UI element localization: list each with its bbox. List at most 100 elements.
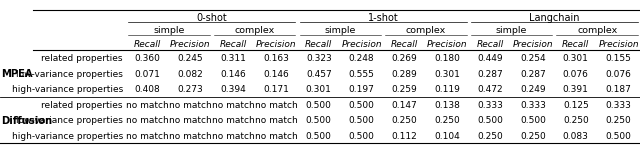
Text: simple: simple — [324, 26, 356, 35]
Text: 0.180: 0.180 — [435, 54, 460, 63]
Text: Precision: Precision — [598, 40, 639, 49]
Text: no match: no match — [212, 132, 255, 141]
Text: 0.500: 0.500 — [349, 101, 374, 110]
Text: 0.457: 0.457 — [306, 70, 332, 79]
Text: Recall: Recall — [134, 40, 161, 49]
Text: related properties: related properties — [42, 54, 123, 63]
Text: 0.146: 0.146 — [220, 70, 246, 79]
Text: 0.245: 0.245 — [177, 54, 203, 63]
Text: no match: no match — [169, 101, 212, 110]
Text: 0.500: 0.500 — [306, 132, 332, 141]
Text: 0.333: 0.333 — [520, 101, 546, 110]
Text: 0.082: 0.082 — [177, 70, 203, 79]
Text: no match: no match — [126, 132, 169, 141]
Text: 0.555: 0.555 — [349, 70, 374, 79]
Text: Recall: Recall — [477, 40, 504, 49]
Text: Recall: Recall — [220, 40, 247, 49]
Text: no match: no match — [212, 101, 255, 110]
Text: Precision: Precision — [341, 40, 382, 49]
Text: related properties: related properties — [42, 101, 123, 110]
Text: 0.249: 0.249 — [520, 85, 546, 94]
Text: 0.250: 0.250 — [520, 132, 546, 141]
Text: 0.500: 0.500 — [605, 132, 632, 141]
Text: 0.391: 0.391 — [563, 85, 589, 94]
Text: no match: no match — [126, 116, 169, 125]
Text: low-variance properties: low-variance properties — [16, 70, 123, 79]
Text: 0.104: 0.104 — [435, 132, 460, 141]
Text: 0.269: 0.269 — [392, 54, 417, 63]
Text: 0.289: 0.289 — [392, 70, 417, 79]
Text: 0.250: 0.250 — [477, 132, 503, 141]
Text: 0.250: 0.250 — [435, 116, 460, 125]
Text: Recall: Recall — [391, 40, 418, 49]
Text: 0.333: 0.333 — [477, 101, 503, 110]
Text: low-variance properties: low-variance properties — [16, 116, 123, 125]
Text: 0.408: 0.408 — [134, 85, 161, 94]
Text: 0.076: 0.076 — [605, 70, 632, 79]
Text: 0.301: 0.301 — [435, 70, 460, 79]
Text: 0.083: 0.083 — [563, 132, 589, 141]
Text: 0.250: 0.250 — [563, 116, 589, 125]
Text: 0.500: 0.500 — [349, 116, 374, 125]
Text: 0.112: 0.112 — [392, 132, 417, 141]
Text: 0.287: 0.287 — [520, 70, 546, 79]
Text: MPEA: MPEA — [1, 69, 33, 79]
Text: 0.311: 0.311 — [220, 54, 246, 63]
Text: 0.360: 0.360 — [134, 54, 161, 63]
Text: 0.171: 0.171 — [263, 85, 289, 94]
Text: no match: no match — [126, 101, 169, 110]
Text: 0.273: 0.273 — [177, 85, 203, 94]
Text: Precision: Precision — [170, 40, 211, 49]
Text: complex: complex — [406, 26, 446, 35]
Text: Precision: Precision — [255, 40, 296, 49]
Text: Recall: Recall — [562, 40, 589, 49]
Text: Diffusion: Diffusion — [1, 116, 52, 126]
Text: 0.394: 0.394 — [220, 85, 246, 94]
Text: 0.125: 0.125 — [563, 101, 589, 110]
Text: 0.119: 0.119 — [435, 85, 460, 94]
Text: 0.250: 0.250 — [605, 116, 632, 125]
Text: 0.500: 0.500 — [306, 101, 332, 110]
Text: 0.301: 0.301 — [306, 85, 332, 94]
Text: Precision: Precision — [513, 40, 553, 49]
Text: simple: simple — [153, 26, 184, 35]
Text: 0.287: 0.287 — [477, 70, 503, 79]
Text: 0-shot: 0-shot — [196, 13, 227, 23]
Text: 0.146: 0.146 — [263, 70, 289, 79]
Text: no match: no match — [255, 132, 298, 141]
Text: no match: no match — [255, 116, 298, 125]
Text: 0.138: 0.138 — [435, 101, 460, 110]
Text: Langchain: Langchain — [529, 13, 580, 23]
Text: 0.500: 0.500 — [306, 116, 332, 125]
Text: 0.500: 0.500 — [349, 132, 374, 141]
Text: no match: no match — [255, 101, 298, 110]
Text: high-variance properties: high-variance properties — [12, 132, 123, 141]
Text: 0.301: 0.301 — [563, 54, 589, 63]
Text: 0.248: 0.248 — [349, 54, 374, 63]
Text: Precision: Precision — [427, 40, 468, 49]
Text: 0.155: 0.155 — [605, 54, 632, 63]
Text: 0.071: 0.071 — [134, 70, 161, 79]
Text: 0.472: 0.472 — [477, 85, 503, 94]
Text: 0.254: 0.254 — [520, 54, 546, 63]
Text: 0.076: 0.076 — [563, 70, 589, 79]
Text: 0.147: 0.147 — [392, 101, 417, 110]
Text: 0.163: 0.163 — [263, 54, 289, 63]
Text: complex: complex — [577, 26, 618, 35]
Text: 0.259: 0.259 — [392, 85, 417, 94]
Text: no match: no match — [169, 116, 212, 125]
Text: 0.323: 0.323 — [306, 54, 332, 63]
Text: simple: simple — [496, 26, 527, 35]
Text: 0.197: 0.197 — [349, 85, 374, 94]
Text: high-variance properties: high-variance properties — [12, 85, 123, 94]
Text: 0.449: 0.449 — [477, 54, 503, 63]
Text: 0.333: 0.333 — [605, 101, 632, 110]
Text: 1-shot: 1-shot — [367, 13, 399, 23]
Text: 0.250: 0.250 — [392, 116, 417, 125]
Text: complex: complex — [234, 26, 275, 35]
Text: no match: no match — [169, 132, 212, 141]
Text: Recall: Recall — [305, 40, 332, 49]
Text: 0.500: 0.500 — [477, 116, 503, 125]
Text: 0.187: 0.187 — [605, 85, 632, 94]
Text: 0.500: 0.500 — [520, 116, 546, 125]
